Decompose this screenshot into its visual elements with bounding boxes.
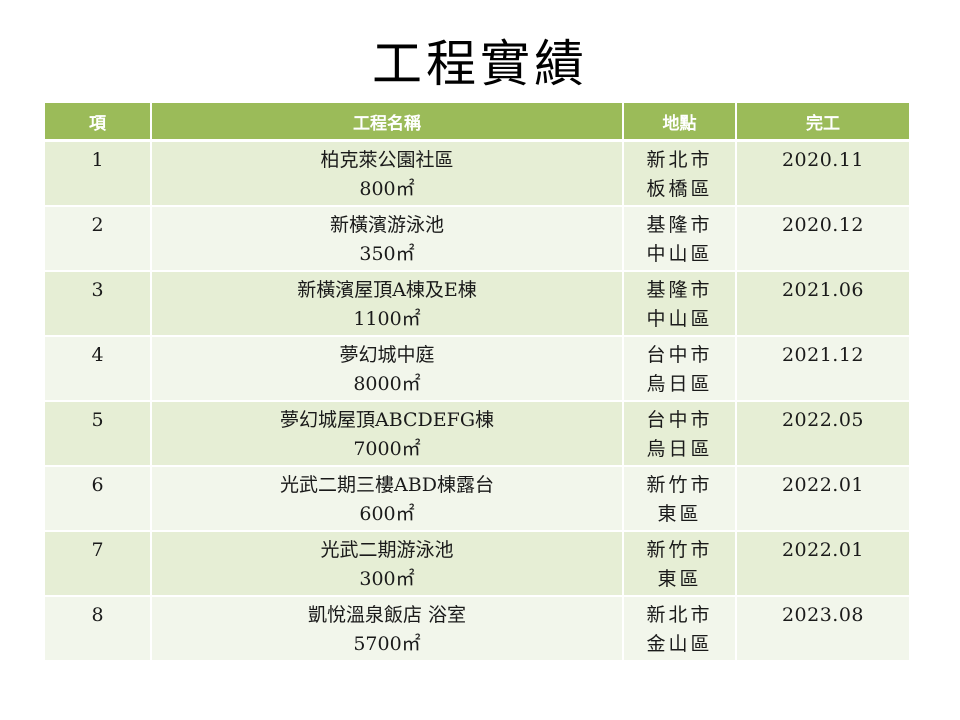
table-row: 8 凱悅溫泉飯店 浴室 5700㎡ 新北市 金山區 2023.08: [45, 597, 909, 662]
project-name: 凱悅溫泉飯店 浴室: [307, 604, 467, 626]
location-district: 烏日區: [646, 373, 713, 395]
location-district: 烏日區: [646, 438, 713, 460]
cell-completed: 2022.01: [737, 532, 909, 597]
cell-project: 光武二期三樓ABD棟露台 600㎡: [152, 467, 624, 532]
location-district: 金山區: [646, 633, 713, 655]
header-index: 項: [45, 103, 152, 142]
project-name: 夢幻城中庭: [339, 344, 435, 366]
project-area: 300㎡: [359, 568, 415, 590]
location-city: 基隆市: [646, 279, 713, 301]
table-row: 1 柏克萊公園社區 800㎡ 新北市 板橋區 2020.11: [45, 142, 909, 207]
project-name: 新橫濱游泳池: [329, 214, 444, 236]
cell-location: 台中市 烏日區: [624, 337, 737, 402]
project-name: 新橫濱屋頂A棟及E棟: [297, 279, 477, 301]
cell-location: 新竹市 東區: [624, 532, 737, 597]
cell-completed: 2022.05: [737, 402, 909, 467]
cell-project: 新橫濱屋頂A棟及E棟 1100㎡: [152, 272, 624, 337]
table-row: 3 新橫濱屋頂A棟及E棟 1100㎡ 基隆市 中山區 2021.06: [45, 272, 909, 337]
cell-completed: 2022.01: [737, 467, 909, 532]
project-area: 7000㎡: [353, 438, 421, 460]
project-area: 800㎡: [359, 178, 415, 200]
cell-index: 1: [45, 142, 152, 207]
table-row: 7 光武二期游泳池 300㎡ 新竹市 東區 2022.01: [45, 532, 909, 597]
header-completed: 完工: [737, 103, 909, 142]
cell-completed: 2021.06: [737, 272, 909, 337]
project-area: 600㎡: [359, 503, 415, 525]
location-city: 台中市: [646, 344, 713, 366]
cell-index: 5: [45, 402, 152, 467]
cell-completed: 2020.11: [737, 142, 909, 207]
cell-completed: 2021.12: [737, 337, 909, 402]
table-row: 6 光武二期三樓ABD棟露台 600㎡ 新竹市 東區 2022.01: [45, 467, 909, 532]
project-name: 光武二期三樓ABD棟露台: [280, 474, 494, 496]
location-city: 新竹市: [646, 539, 713, 561]
cell-location: 基隆市 中山區: [624, 272, 737, 337]
page-title: 工程實績: [372, 35, 588, 93]
location-city: 新北市: [646, 149, 713, 171]
table-header-row: 項 工程名稱 地點 完工: [45, 103, 909, 142]
project-area: 350㎡: [359, 243, 415, 265]
cell-index: 7: [45, 532, 152, 597]
cell-completed: 2023.08: [737, 597, 909, 662]
cell-index: 4: [45, 337, 152, 402]
projects-table: 項 工程名稱 地點 完工 1 柏克萊公園社區 800㎡ 新北市 板橋區 2020…: [45, 103, 909, 662]
location-district: 中山區: [646, 308, 713, 330]
header-project-name: 工程名稱: [152, 103, 624, 142]
cell-location: 台中市 烏日區: [624, 402, 737, 467]
cell-index: 2: [45, 207, 152, 272]
table-row: 4 夢幻城中庭 8000㎡ 台中市 烏日區 2021.12: [45, 337, 909, 402]
cell-location: 新北市 板橋區: [624, 142, 737, 207]
cell-project: 夢幻城中庭 8000㎡: [152, 337, 624, 402]
project-area: 8000㎡: [353, 373, 421, 395]
cell-completed: 2020.12: [737, 207, 909, 272]
location-city: 新竹市: [646, 474, 713, 496]
cell-location: 基隆市 中山區: [624, 207, 737, 272]
project-name: 柏克萊公園社區: [320, 149, 454, 171]
location-city: 基隆市: [646, 214, 713, 236]
location-district: 中山區: [646, 243, 713, 265]
project-area: 5700㎡: [353, 633, 421, 655]
table-row: 5 夢幻城屋頂ABCDEFG棟 7000㎡ 台中市 烏日區 2022.05: [45, 402, 909, 467]
cell-project: 光武二期游泳池 300㎡: [152, 532, 624, 597]
project-name: 夢幻城屋頂ABCDEFG棟: [279, 409, 495, 431]
cell-project: 新橫濱游泳池 350㎡: [152, 207, 624, 272]
location-city: 台中市: [646, 409, 713, 431]
location-district: 板橋區: [646, 178, 713, 200]
location-district: 東區: [657, 568, 702, 590]
project-name: 光武二期游泳池: [320, 539, 454, 561]
cell-index: 8: [45, 597, 152, 662]
cell-project: 柏克萊公園社區 800㎡: [152, 142, 624, 207]
cell-index: 3: [45, 272, 152, 337]
cell-location: 新北市 金山區: [624, 597, 737, 662]
table-row: 2 新橫濱游泳池 350㎡ 基隆市 中山區 2020.12: [45, 207, 909, 272]
cell-index: 6: [45, 467, 152, 532]
project-area: 1100㎡: [353, 308, 421, 330]
location-city: 新北市: [646, 604, 713, 626]
location-district: 東區: [657, 503, 702, 525]
header-location: 地點: [624, 103, 737, 142]
cell-location: 新竹市 東區: [624, 467, 737, 532]
cell-project: 夢幻城屋頂ABCDEFG棟 7000㎡: [152, 402, 624, 467]
cell-project: 凱悅溫泉飯店 浴室 5700㎡: [152, 597, 624, 662]
